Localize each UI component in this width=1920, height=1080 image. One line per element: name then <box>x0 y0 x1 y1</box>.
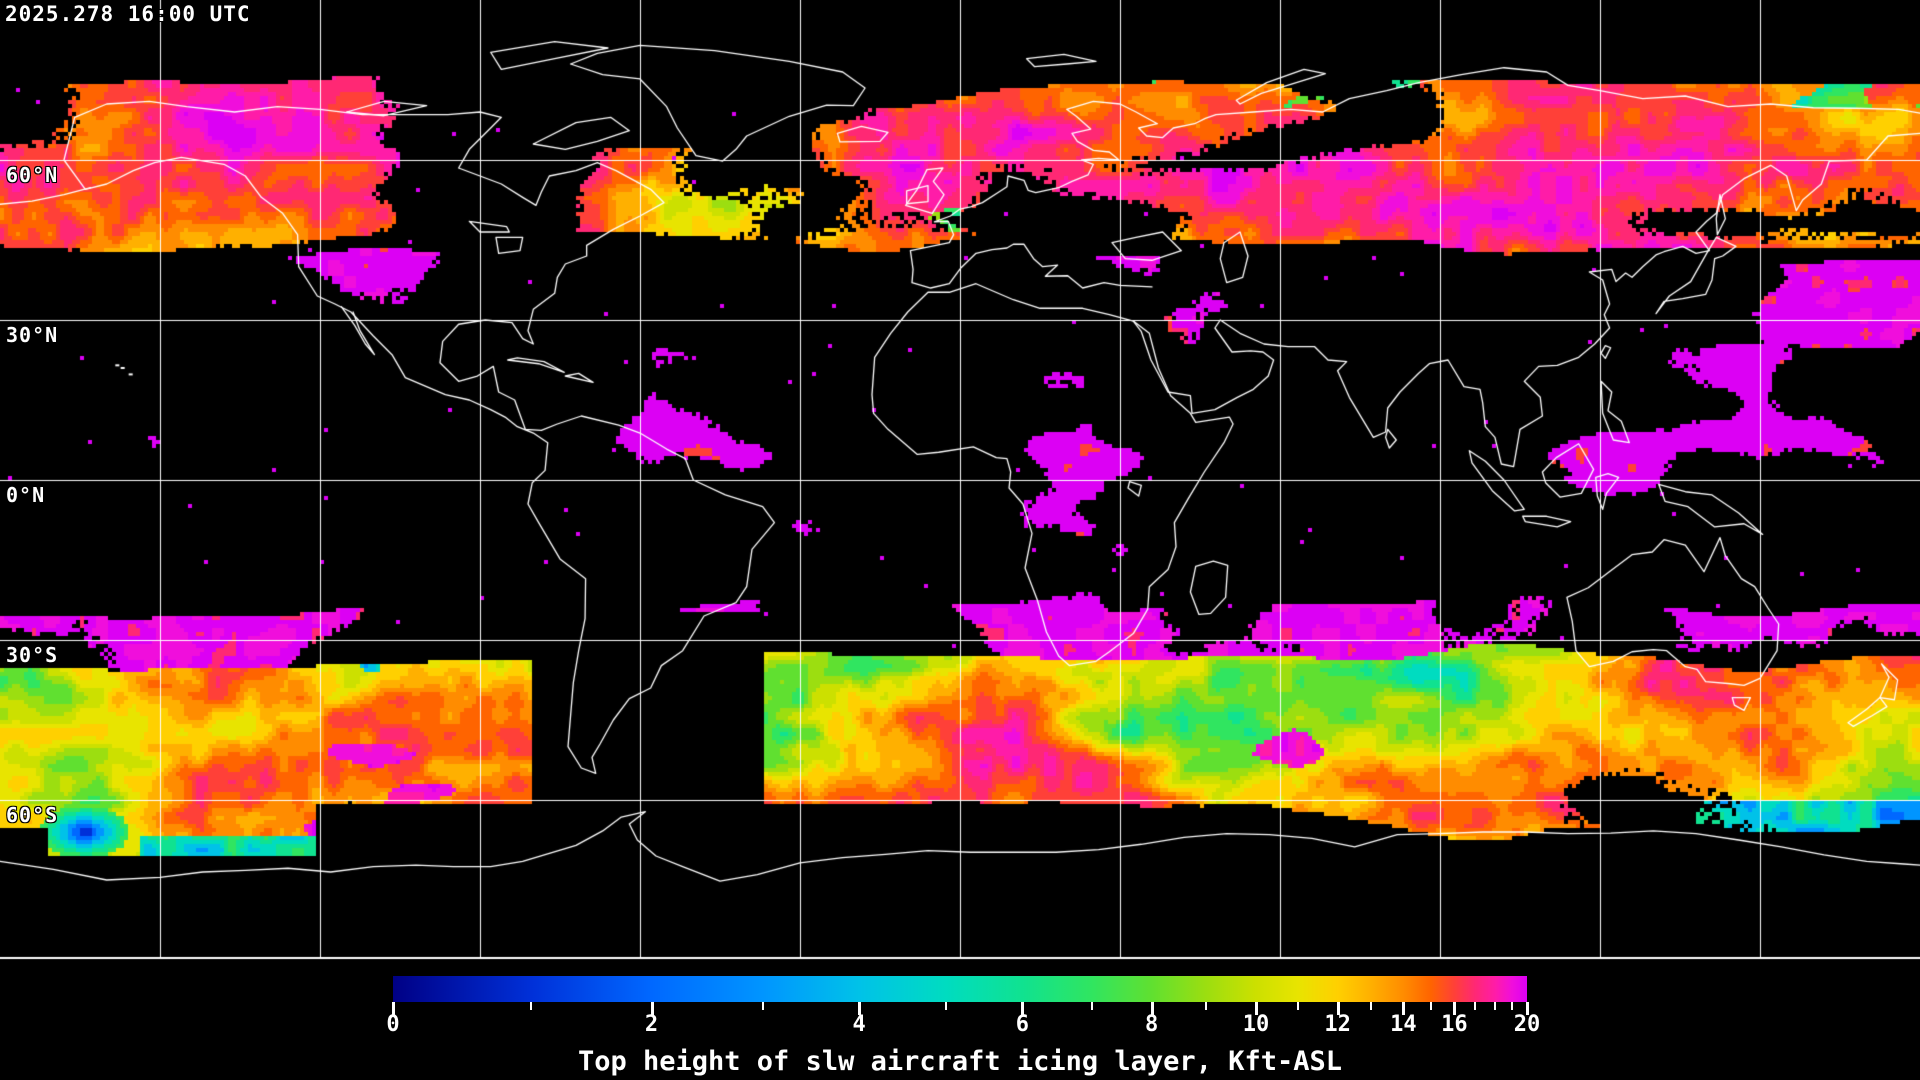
colorbar-minor-tick <box>761 1002 764 1010</box>
colorbar-tick-label: 10 <box>1242 1012 1270 1037</box>
colorbar-title: Top height of slw aircraft icing layer, … <box>577 1046 1342 1077</box>
colorbar-gradient <box>393 976 1527 1002</box>
colorbar-tick-label: 8 <box>1145 1012 1159 1037</box>
latitude-label-30n: 30°N <box>6 323 59 347</box>
colorbar-minor-tick <box>530 1002 533 1010</box>
colorbar-major-tick <box>392 1002 395 1015</box>
colorbar-major-tick <box>1336 1002 1340 1015</box>
colorbar-minor-tick <box>1429 1002 1432 1010</box>
colorbar-minor-tick <box>1296 1002 1299 1010</box>
colorbar-minor-tick <box>1494 1002 1497 1010</box>
colorbar-tick-label: 16 <box>1441 1012 1468 1037</box>
colorbar-minor-tick <box>1205 1002 1208 1010</box>
latitude-label-0n: 0°N <box>6 483 46 507</box>
colorbar-minor-tick <box>1090 1002 1093 1010</box>
latitude-label-60s: 60°S <box>6 803 59 827</box>
colorbar-minor-tick <box>1369 1002 1372 1010</box>
colorbar-major-tick <box>1150 1002 1154 1015</box>
colorbar-major-tick <box>650 1002 654 1015</box>
colorbar-tick-label: 2 <box>644 1012 659 1037</box>
colorbar-major-tick <box>1526 1002 1529 1015</box>
latitude-label-30s: 30°S <box>6 643 59 667</box>
colorbar-tick-label: 20 <box>1513 1012 1541 1037</box>
colorbar-major-tick <box>1254 1002 1258 1015</box>
colorbar-major-tick <box>858 1002 862 1015</box>
colorbar-major-tick <box>1021 1002 1025 1015</box>
latitude-label-60n: 60°N <box>6 163 59 187</box>
colorbar-tick-label: 12 <box>1324 1012 1351 1037</box>
colorbar-minor-tick <box>945 1002 948 1010</box>
colorbar-tick-label: 6 <box>1015 1012 1029 1037</box>
colorbar-major-tick <box>1453 1002 1457 1015</box>
colorbar-minor-tick <box>1511 1002 1514 1010</box>
colorbar-major-tick <box>1402 1002 1406 1015</box>
colorbar: 0 2 4 6 8 10 12 14 16 20 <box>386 976 1540 1046</box>
world-map-canvas <box>0 0 1920 960</box>
timestamp-label: 2025.278 16:00 UTC <box>5 2 251 26</box>
colorbar-tick-label: 0 <box>386 1012 400 1037</box>
colorbar-tick-label: 14 <box>1390 1012 1417 1037</box>
colorbar-minor-tick <box>1473 1002 1476 1010</box>
colorbar-tick-label: 4 <box>852 1012 866 1037</box>
